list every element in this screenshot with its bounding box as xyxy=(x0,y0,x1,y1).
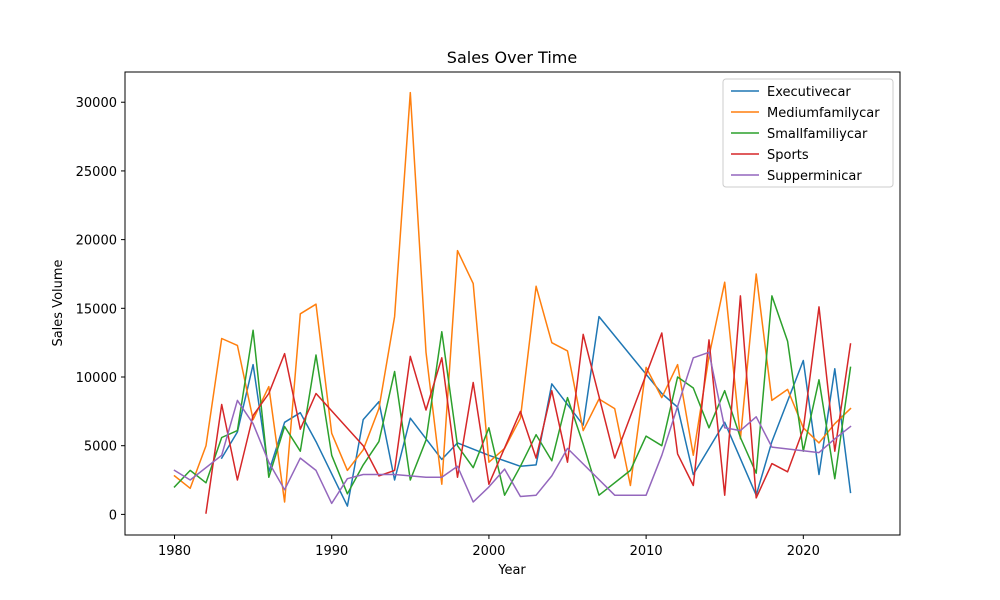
x-tick-label: 2000 xyxy=(472,544,505,559)
legend-label-executivecar: Executivecar xyxy=(767,85,851,100)
x-tick-label: 1980 xyxy=(158,544,191,559)
y-axis-title: Sales Volume xyxy=(51,259,66,346)
y-tick-label: 10000 xyxy=(76,371,117,386)
legend-label-mediumfamilycar: Mediumfamilycar xyxy=(767,106,880,121)
x-axis: 1980 1990 2000 2010 2020 xyxy=(158,535,820,559)
y-tick-label: 15000 xyxy=(76,302,117,317)
legend-box xyxy=(722,78,894,188)
y-tick-label: 5000 xyxy=(84,440,117,455)
chart-title: Sales Over Time xyxy=(447,48,577,67)
legend: Executivecar Mediumfamilycar Smallfamiliyc… xyxy=(722,78,894,188)
legend-label-supperminicar: Supperminicar xyxy=(767,169,862,184)
series-line-mediumfamilycar xyxy=(173,91,852,503)
y-tick-label: 30000 xyxy=(76,96,117,111)
x-axis-title: Year xyxy=(497,563,526,578)
plot-frame xyxy=(124,71,901,536)
plot-area xyxy=(124,71,901,536)
series-line-smallfamiliycar xyxy=(173,295,852,496)
y-tick-label: 0 xyxy=(109,508,117,523)
y-axis: 0 5000 10000 15000 20000 25000 30000 xyxy=(76,96,125,523)
y-tick-label: 25000 xyxy=(76,165,117,180)
series-layer xyxy=(173,91,852,514)
series-line-sports xyxy=(205,295,852,514)
x-tick-label: 2010 xyxy=(630,544,663,559)
x-tick-label: 1990 xyxy=(315,544,348,559)
y-tick-label: 20000 xyxy=(76,234,117,249)
legend-label-smallfamiliycar: Smallfamiliycar xyxy=(767,127,868,142)
series-line-supperminicar xyxy=(173,351,852,505)
x-tick-label: 2020 xyxy=(787,544,820,559)
legend-label-sports: Sports xyxy=(767,148,809,163)
